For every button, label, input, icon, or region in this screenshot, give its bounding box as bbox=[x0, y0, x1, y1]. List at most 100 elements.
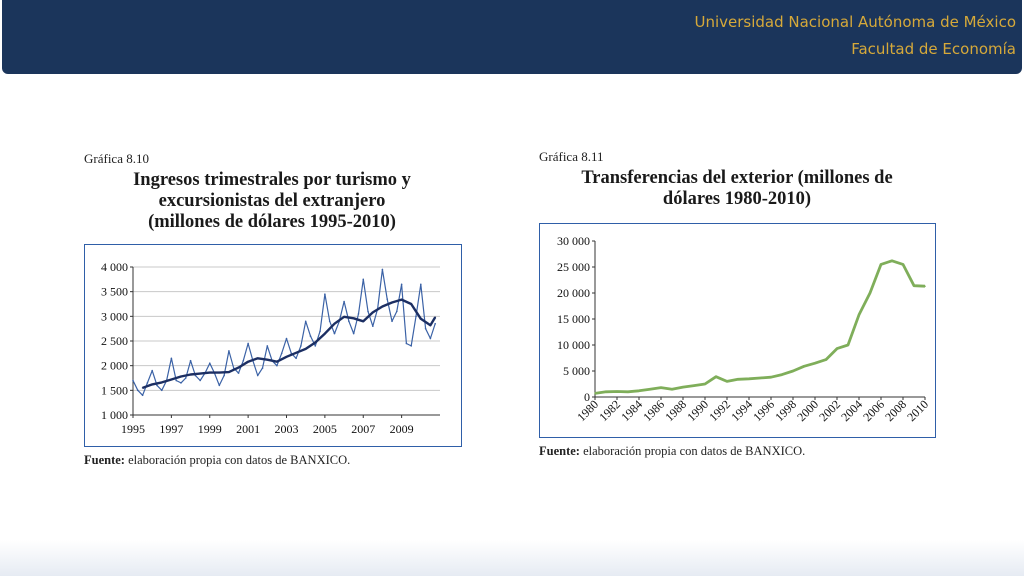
y-tick-label: 1 000 bbox=[101, 408, 128, 422]
data-point bbox=[391, 301, 393, 304]
chart-left-title: Ingresos trimestrales por turismo y excu… bbox=[84, 170, 460, 233]
x-tick-label: 1998 bbox=[772, 397, 799, 424]
data-point bbox=[333, 332, 336, 335]
x-tick-label: 2005 bbox=[313, 422, 337, 436]
chart-right-title-line2: dólares 1980-2010) bbox=[662, 189, 812, 209]
data-point bbox=[256, 357, 259, 360]
data-point bbox=[151, 383, 153, 386]
y-tick-label: 2 500 bbox=[101, 334, 128, 348]
data-point bbox=[199, 372, 201, 375]
data-point bbox=[295, 357, 297, 360]
data-point bbox=[237, 372, 240, 374]
data-point bbox=[410, 345, 413, 347]
data-point bbox=[208, 362, 211, 364]
chart-right-plot: 0 5 000 10 000 15 000 20 000 25 000 30 000 1980… bbox=[557, 234, 931, 424]
data-point bbox=[266, 358, 269, 361]
chart-right-label: Gráfica 8.11 bbox=[539, 149, 604, 164]
data-point bbox=[218, 371, 221, 374]
data-point bbox=[266, 345, 269, 347]
data-point bbox=[627, 391, 629, 393]
x-tick-label: 1988 bbox=[662, 397, 689, 424]
data-point bbox=[170, 357, 173, 360]
x-tick-label: 1986 bbox=[640, 397, 667, 424]
x-tick-label: 2003 bbox=[275, 422, 299, 436]
chart-right-frame: 0 5 000 10 000 15 000 20 000 25 000 30 000 1980… bbox=[539, 223, 936, 438]
data-point bbox=[836, 347, 838, 350]
data-point bbox=[858, 314, 860, 316]
chart-left-source-label: Fuente: bbox=[84, 453, 125, 467]
data-point bbox=[352, 317, 355, 320]
y-tick-label: 3 000 bbox=[101, 309, 128, 323]
x-tick-label: 2010 bbox=[904, 397, 931, 424]
data-point bbox=[314, 345, 317, 347]
chart-right-source: Fuente: elaboración propia con datos de … bbox=[539, 444, 805, 459]
footer-band bbox=[0, 540, 1024, 576]
x-tick-label: 1997 bbox=[159, 422, 183, 436]
x-tick-label: 1996 bbox=[750, 397, 777, 424]
data-point bbox=[228, 371, 230, 373]
data-point bbox=[300, 345, 302, 347]
data-point bbox=[748, 378, 750, 380]
data-point bbox=[682, 386, 684, 388]
data-point bbox=[424, 327, 427, 330]
series-line-1 bbox=[132, 268, 436, 396]
y-tick-label: 20 000 bbox=[557, 286, 590, 300]
data-point bbox=[175, 379, 177, 382]
data-point bbox=[276, 360, 278, 363]
data-point bbox=[616, 390, 618, 393]
data-point bbox=[704, 383, 706, 385]
x-tick-label: 2008 bbox=[882, 397, 909, 424]
data-point bbox=[605, 391, 607, 393]
data-point bbox=[151, 369, 153, 372]
chart-left-title-line1: Ingresos trimestrales por turismo y bbox=[133, 170, 411, 190]
data-point bbox=[314, 341, 317, 344]
data-point bbox=[913, 284, 915, 287]
data-point bbox=[237, 366, 240, 369]
data-point bbox=[781, 373, 783, 376]
chart-right-source-label: Fuente: bbox=[539, 444, 580, 458]
data-point bbox=[247, 360, 249, 363]
data-point bbox=[357, 313, 360, 315]
data-point bbox=[869, 292, 871, 294]
chart-right-title: Transferencias del exterior (millones de… bbox=[539, 168, 935, 210]
y-tick-label: 30 000 bbox=[557, 234, 590, 248]
y-tick-label: 4 000 bbox=[101, 260, 128, 274]
data-point bbox=[276, 364, 278, 367]
x-tick-label: 1994 bbox=[728, 397, 755, 424]
data-point bbox=[434, 316, 437, 319]
data-point bbox=[141, 387, 144, 389]
data-point bbox=[160, 389, 163, 392]
data-point bbox=[381, 305, 384, 308]
data-point bbox=[285, 355, 288, 358]
data-point bbox=[367, 310, 369, 313]
data-point bbox=[420, 283, 422, 286]
data-point bbox=[660, 386, 662, 389]
data-point bbox=[434, 322, 437, 325]
data-point bbox=[228, 350, 230, 352]
y-tick-label: 25 000 bbox=[557, 260, 590, 274]
x-tick-label: 1995 bbox=[121, 422, 145, 436]
data-point bbox=[362, 320, 365, 323]
data-point bbox=[770, 376, 772, 379]
data-point bbox=[261, 367, 264, 369]
data-point bbox=[429, 337, 432, 340]
data-point bbox=[180, 375, 182, 378]
data-point bbox=[189, 359, 192, 362]
data-point bbox=[295, 352, 297, 354]
y-tick-label: 15 000 bbox=[557, 312, 590, 326]
chart-left-source-text: elaboración propia con datos de BANXICO. bbox=[124, 453, 351, 467]
data-point bbox=[594, 392, 596, 395]
data-point bbox=[410, 303, 413, 305]
y-tick-label: 0 bbox=[584, 390, 590, 404]
x-tick-label: 1980 bbox=[574, 397, 601, 424]
data-point bbox=[189, 373, 192, 376]
data-point bbox=[324, 293, 326, 295]
chart-left-title-line2: excursionistas del extranjero bbox=[158, 191, 386, 211]
data-point bbox=[319, 330, 321, 332]
data-point bbox=[280, 352, 283, 355]
data-point bbox=[348, 320, 350, 323]
x-tick-label: 2001 bbox=[236, 422, 260, 436]
x-tick-label: 1984 bbox=[618, 397, 645, 424]
data-point bbox=[180, 382, 182, 384]
y-tick-label: 5 000 bbox=[563, 364, 590, 378]
